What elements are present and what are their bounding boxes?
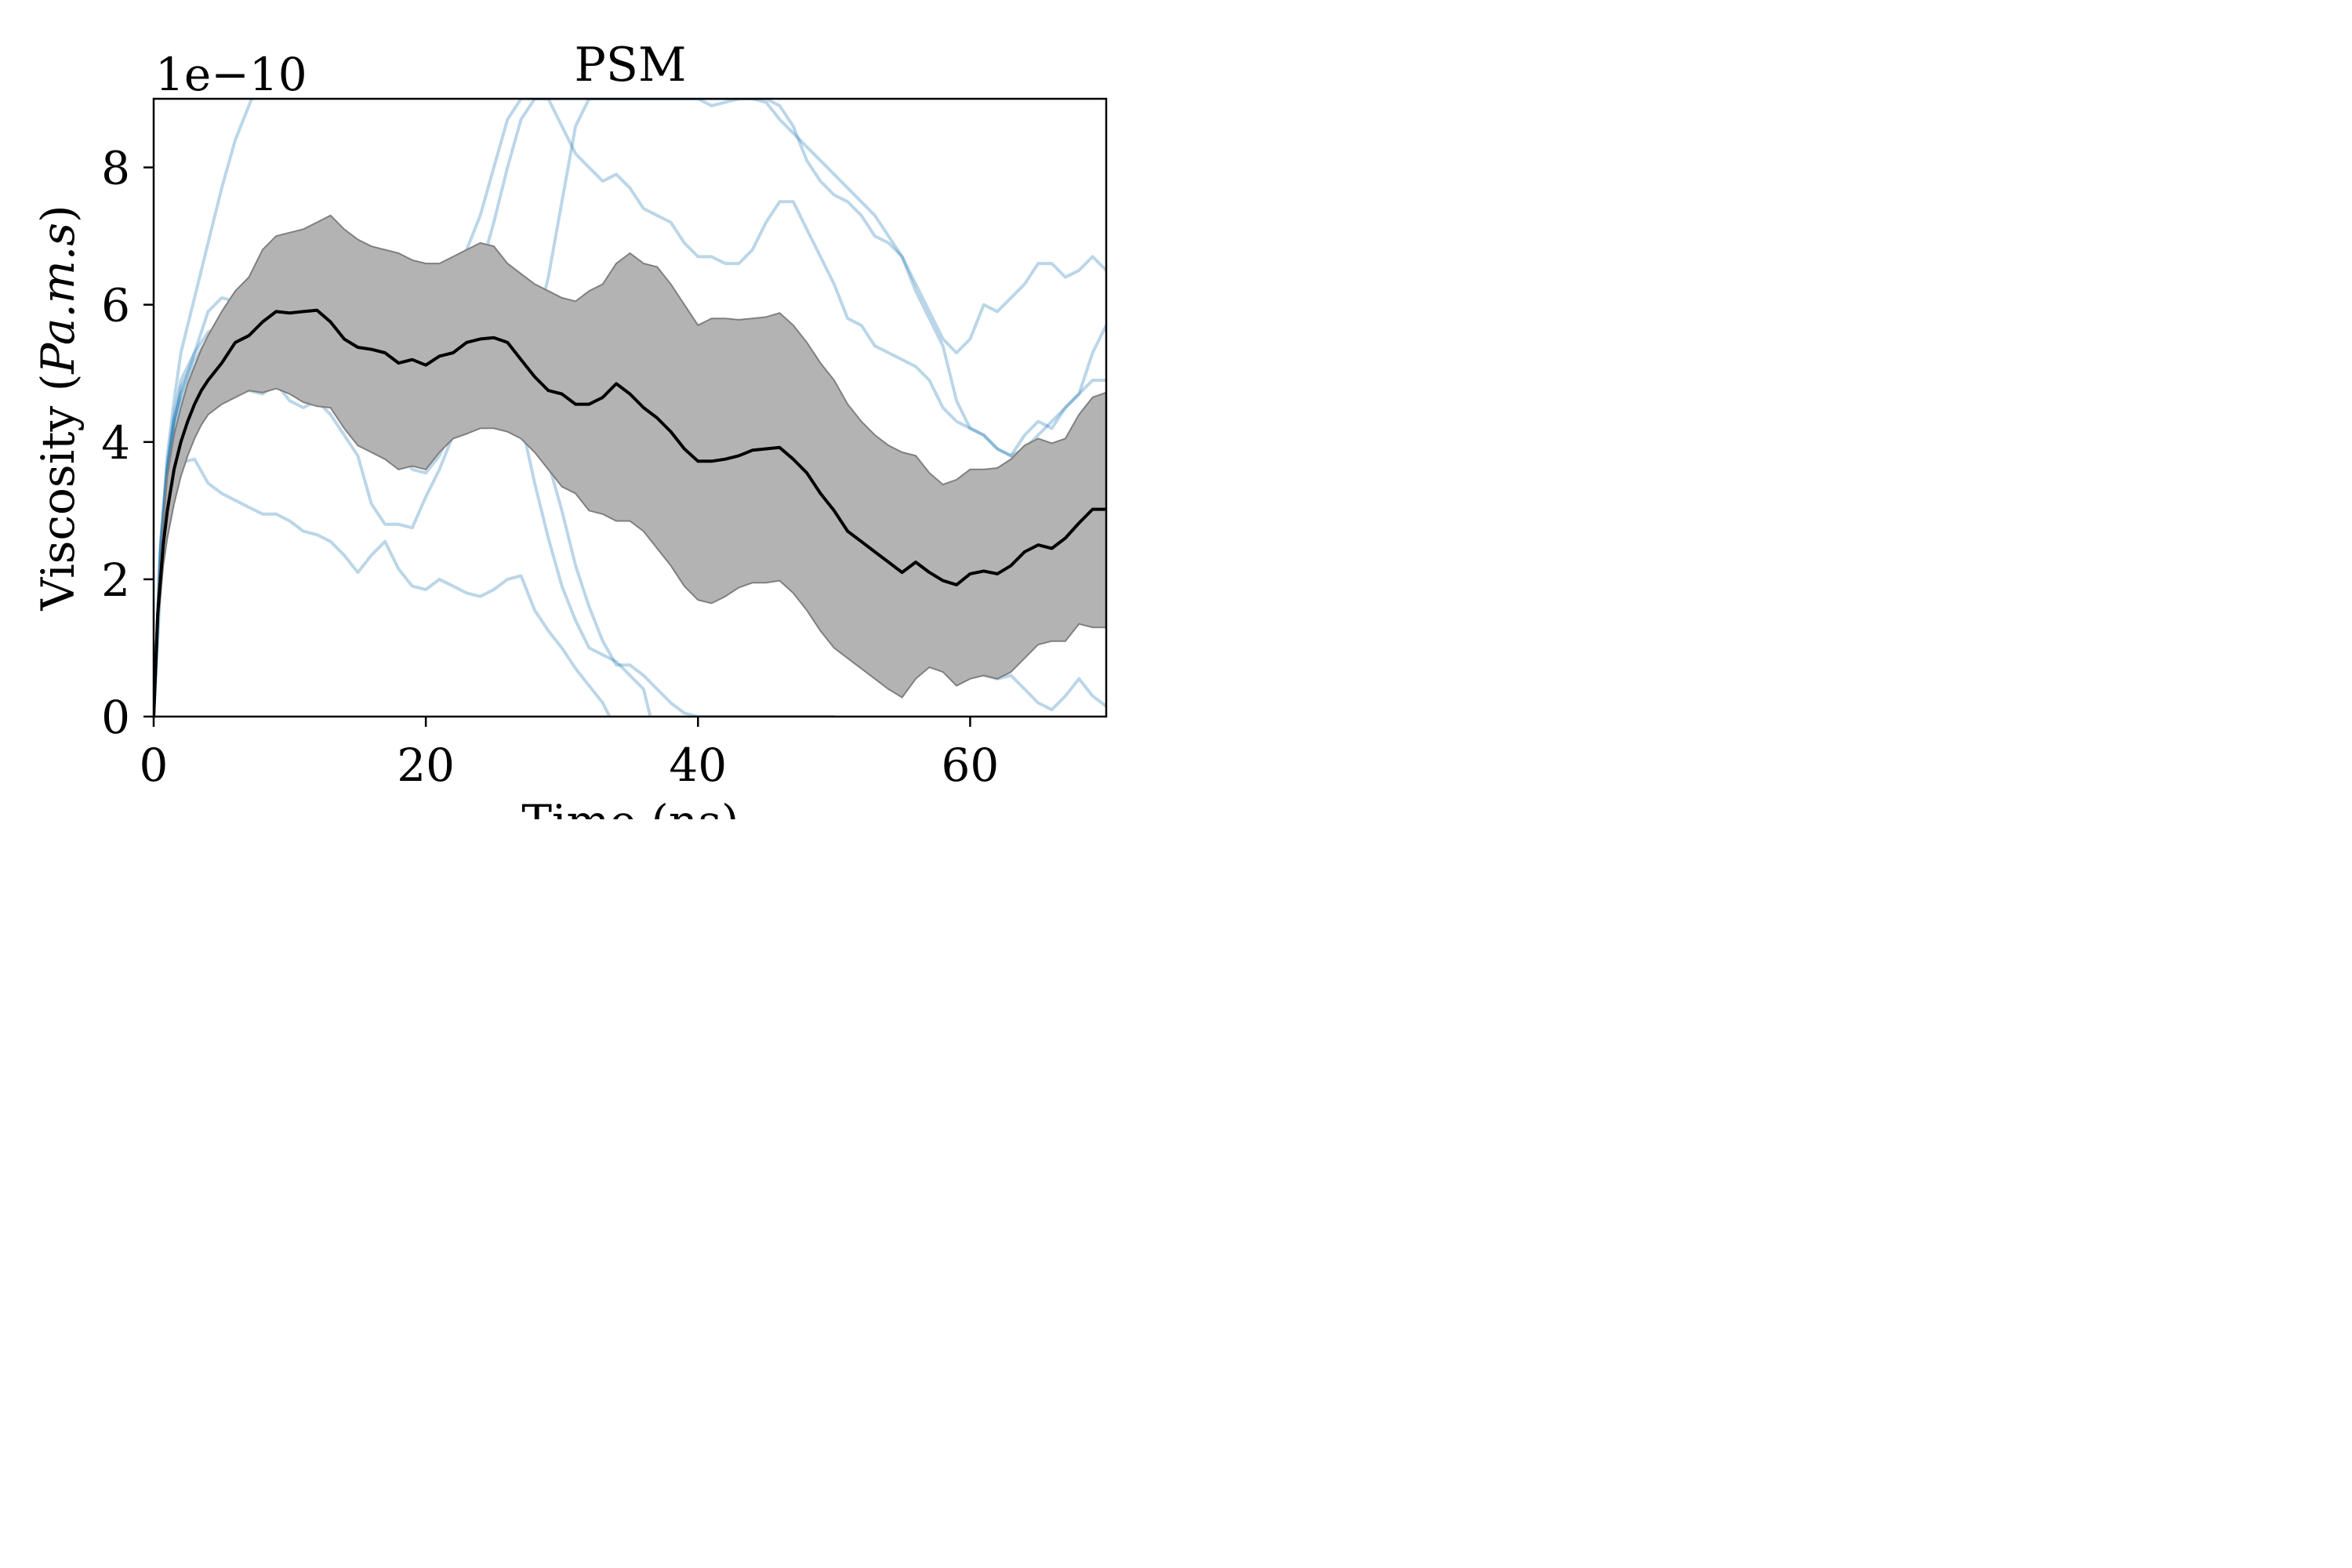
x-tick-label: 40	[669, 739, 727, 792]
y-offset-label: 1e−10	[155, 48, 307, 101]
mean-line	[154, 308, 1106, 717]
y-tick-label: 0	[101, 691, 130, 744]
std-band	[154, 214, 1106, 717]
x-tick-label: 60	[942, 739, 1000, 792]
plot-frame	[152, 97, 1108, 718]
x-axis-label: Time (ns)	[521, 795, 739, 819]
y-axis-label-prefix: Viscosity (	[31, 374, 85, 612]
y-axis-ticks: 0 2 4 6 8	[101, 142, 154, 744]
chart-title: PSM	[575, 38, 687, 93]
x-axis-ticks: 0 20 40 60	[140, 717, 1000, 792]
x-tick-label: 20	[397, 739, 455, 792]
y-tick-label: 4	[101, 416, 130, 470]
y-axis-label-suffix: )	[31, 205, 85, 223]
viscosity-chart: 1e−10 PSM 0 20 40 60 0 2 4 6 8 Time (ns) Viscos…	[31, 38, 1108, 819]
y-tick-label: 8	[101, 142, 130, 195]
y-tick-label: 2	[101, 554, 130, 607]
x-tick-label: 0	[140, 739, 169, 792]
trajectory-line-3	[154, 457, 612, 717]
y-axis-label: Viscosity (Pa.m.s)	[31, 205, 85, 611]
plot-area	[154, 99, 1106, 717]
y-tick-label: 6	[101, 279, 130, 332]
y-axis-label-units: Pa.m.s	[31, 223, 85, 375]
trajectory-line-1	[154, 99, 253, 717]
